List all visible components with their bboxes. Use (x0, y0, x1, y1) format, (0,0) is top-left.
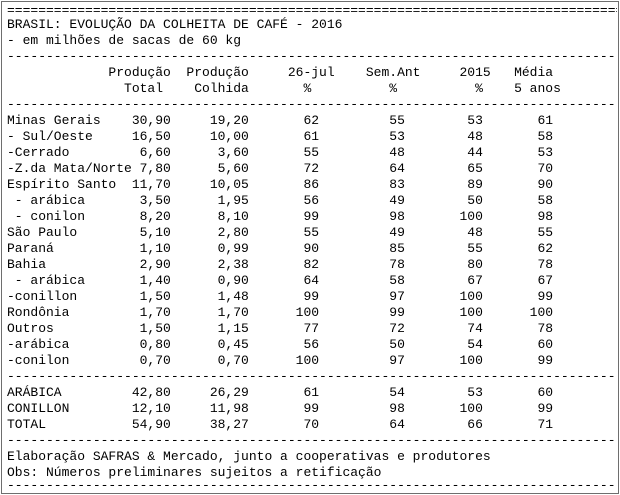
header-top-rule: ----------------------------------------… (7, 49, 617, 64)
table-row: - Sul/Oeste 16,50 10,00 61 53 48 58 (7, 129, 554, 144)
report-subtitle: - em milhões de sacas de 60 kg (7, 33, 242, 48)
table-row: Minas Gerais 30,90 19,20 62 55 53 61 (7, 113, 554, 128)
table-row: -conillon 1,50 1,48 99 97 100 99 (7, 289, 554, 304)
header-bottom-rule: ----------------------------------------… (7, 97, 617, 112)
bottom-rule: ----------------------------------------… (7, 478, 617, 493)
column-header-line-1: Produção Produção 26-jul Sem.Ant 2015 Mé… (7, 65, 554, 80)
table-row: -arábica 0,80 0,45 56 50 54 60 (7, 337, 554, 352)
table-row: Rondônia 1,70 1,70 100 99 100 100 (7, 305, 554, 320)
table-row: -Z.da Mata/Norte 7,80 5,60 72 64 65 70 (7, 161, 554, 176)
table-row: São Paulo 5,10 2,80 55 49 48 55 (7, 225, 554, 240)
footer-note: Obs: Números preliminares sujeitos a ret… (7, 465, 382, 480)
totals-top-rule: ----------------------------------------… (7, 369, 617, 384)
table-row: - arábica 1,40 0,90 64 58 67 67 (7, 273, 554, 288)
table-row: -conilon 0,70 0,70 100 97 100 99 (7, 353, 554, 368)
table-row: Espírito Santo 11,70 10,05 86 83 89 90 (7, 177, 554, 192)
column-header-line-2: Total Colhida % % % 5 anos (7, 81, 561, 96)
footer-top-rule: ----------------------------------------… (7, 433, 617, 448)
table-row: - conilon 8,20 8,10 99 98 100 98 (7, 209, 554, 224)
totals-row: ARÁBICA 42,80 26,29 61 54 53 60 (7, 385, 554, 400)
report-title: BRASIL: EVOLUÇÃO DA COLHEITA DE CAFÉ - 2… (7, 17, 343, 32)
totals-row: CONILLON 12,10 11,98 99 98 100 99 (7, 401, 554, 416)
table-row: Bahia 2,90 2,38 82 78 80 78 (7, 257, 554, 272)
totals-row: TOTAL 54,90 38,27 70 64 66 71 (7, 417, 554, 432)
top-double-rule: ========================================… (7, 3, 617, 18)
table-row: - arábica 3,50 1,95 56 49 50 58 (7, 193, 554, 208)
table-row: Paraná 1,10 0,99 90 85 55 62 (7, 241, 554, 256)
footer-source: Elaboração SAFRAS & Mercado, junto a coo… (7, 449, 491, 464)
table-row: Outros 1,50 1,15 77 72 74 78 (7, 321, 554, 336)
table-row: -Cerrado 6,60 3,60 55 48 44 53 (7, 145, 554, 160)
